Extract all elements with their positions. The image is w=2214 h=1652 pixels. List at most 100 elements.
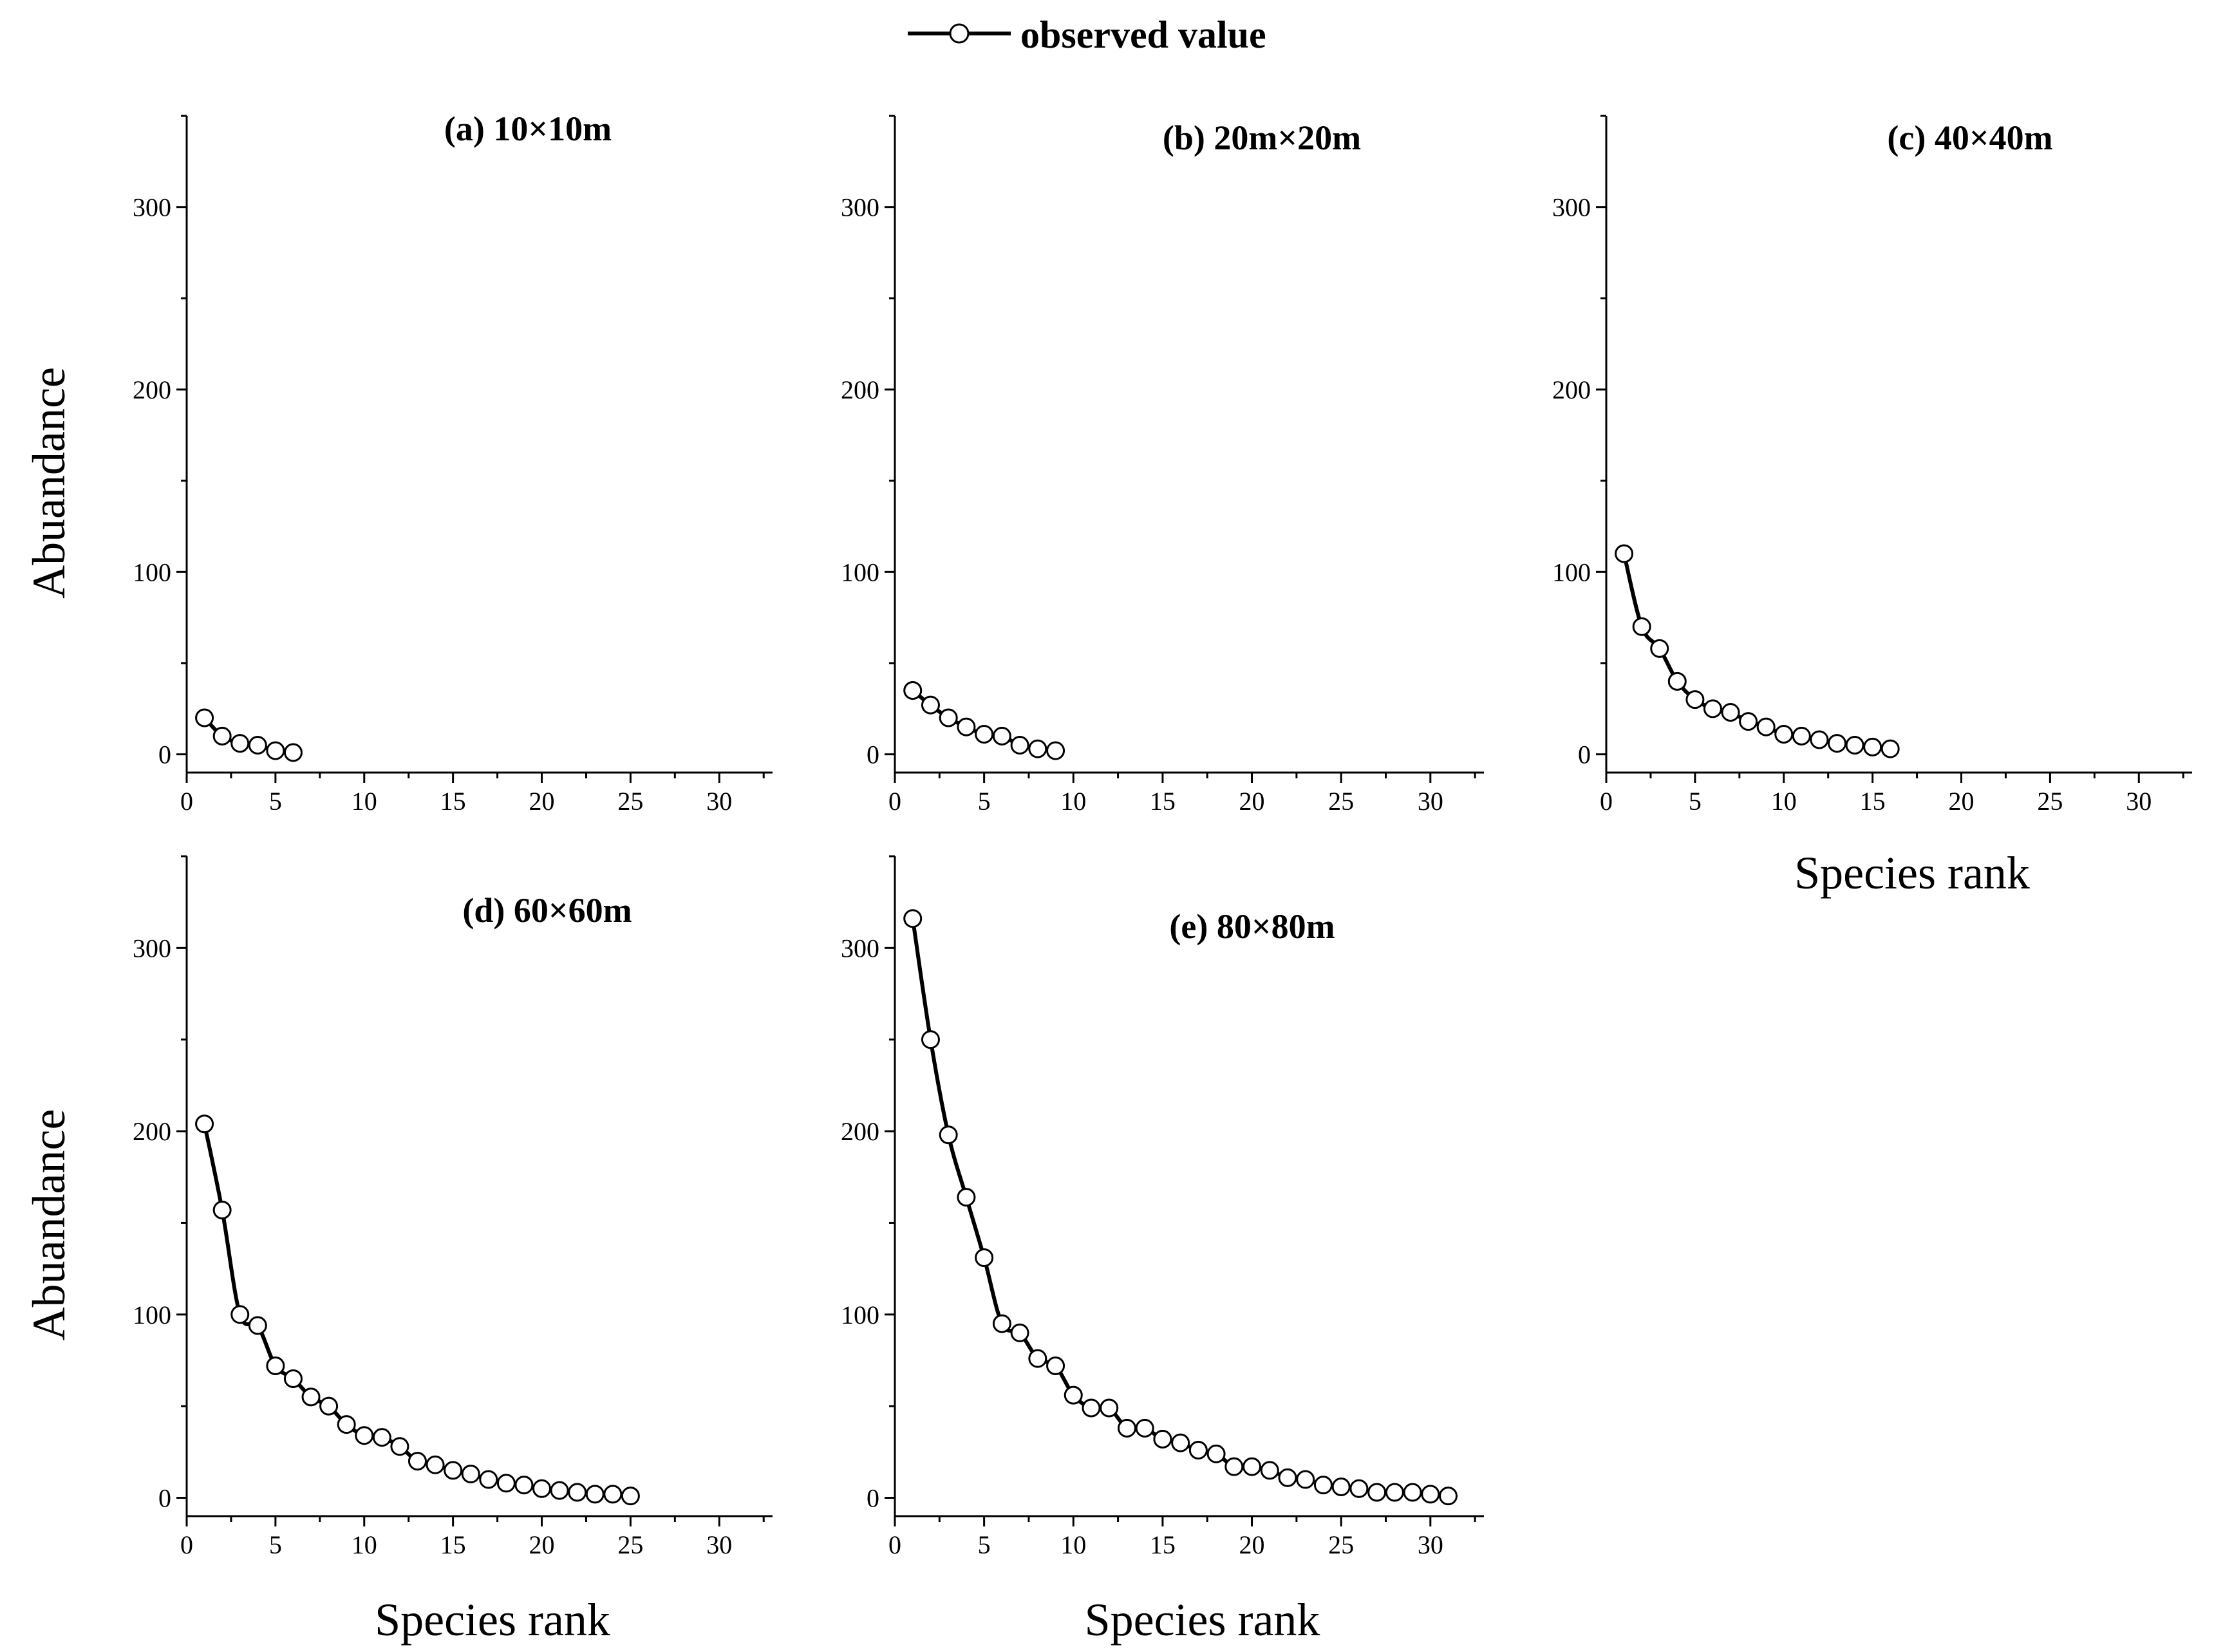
x-tick-label: 10 — [352, 1530, 377, 1559]
data-point — [1403, 1483, 1422, 1502]
panel-b: 0 100 200 300 0 5 10 15 20 25 30 (b) 20m×20m — [841, 115, 1484, 816]
data-point — [1827, 734, 1846, 753]
y-tick-label: 100 — [133, 1300, 171, 1329]
y-tick-label: 300 — [841, 934, 879, 962]
data-point — [1756, 717, 1776, 737]
data-point — [514, 1476, 534, 1495]
data-point — [1188, 1441, 1208, 1460]
data-point — [1010, 1323, 1029, 1342]
x-tick-label: 15 — [1150, 1530, 1176, 1559]
x-tick-label: 20 — [529, 787, 555, 816]
series-line — [202, 1123, 631, 1498]
legend-label: observed value — [1020, 14, 1266, 56]
x-tick-label: 0 — [180, 1530, 193, 1559]
data-point — [903, 909, 923, 928]
x-tick-label: 0 — [180, 787, 193, 816]
y-tick-label: 300 — [133, 934, 171, 962]
data-point — [1135, 1418, 1154, 1438]
data-point — [921, 695, 940, 715]
data-point — [1739, 712, 1758, 731]
data-point — [230, 734, 250, 753]
data-point — [461, 1465, 480, 1484]
data-point — [1721, 703, 1740, 722]
data-point — [957, 717, 976, 737]
x-tick-label: 25 — [617, 787, 643, 816]
x-tick-label: 15 — [1150, 787, 1176, 816]
data-point — [957, 1188, 976, 1207]
data-point — [266, 1356, 285, 1376]
data-point — [1028, 739, 1047, 758]
x-tick-label: 0 — [888, 787, 901, 816]
data-point — [921, 1030, 940, 1049]
data-point — [444, 1461, 463, 1480]
data-point — [1171, 1433, 1190, 1452]
panel-e: 0 100 200 300 0 5 10 15 20 25 30 (e) 80×80m Species … — [841, 855, 1484, 1646]
data-point — [283, 743, 303, 762]
data-point — [1278, 1468, 1297, 1487]
legend-marker-sample — [949, 23, 970, 44]
panel-title: (c) 40×40m — [1887, 118, 2052, 157]
data-point — [195, 1114, 214, 1134]
x-tick-label: 0 — [1600, 787, 1613, 816]
data-point — [195, 708, 214, 727]
y-tick-label: 300 — [133, 193, 171, 222]
panel-title: (b) 20m×20m — [1163, 118, 1361, 157]
data-point — [248, 1316, 267, 1335]
y-axis-label: Abuandance — [23, 1109, 75, 1341]
data-point — [1881, 739, 1900, 758]
x-tick-label: 5 — [978, 1530, 991, 1559]
data-point — [1296, 1470, 1315, 1489]
data-point — [390, 1437, 409, 1456]
y-tick-label: 100 — [1552, 558, 1591, 587]
x-tick-label: 20 — [1949, 787, 1975, 816]
x-tick-label: 5 — [1689, 787, 1702, 816]
data-point — [1774, 725, 1794, 744]
data-point — [283, 1369, 303, 1388]
x-tick-label: 30 — [2126, 787, 2152, 816]
x-tick-label: 10 — [1060, 1530, 1086, 1559]
x-tick-label: 30 — [1418, 1530, 1443, 1559]
panel-c: 0 100 200 300 0 5 10 15 20 25 30 (c) 40×40m Species … — [1552, 115, 2192, 899]
data-point — [248, 736, 267, 755]
x-tick-label: 25 — [617, 1530, 643, 1559]
data-point — [1367, 1483, 1387, 1502]
x-tick-label: 20 — [1239, 787, 1265, 816]
data-point — [550, 1481, 569, 1500]
data-point — [426, 1455, 445, 1474]
data-point — [230, 1305, 250, 1324]
data-point — [1313, 1476, 1333, 1495]
data-point — [266, 741, 285, 760]
data-point — [372, 1428, 391, 1447]
y-tick-label: 200 — [133, 1117, 171, 1146]
y-tick-label: 0 — [158, 1484, 171, 1513]
data-point — [1100, 1398, 1119, 1418]
data-point — [1349, 1479, 1369, 1498]
y-tick-label: 0 — [158, 740, 171, 769]
data-point — [337, 1415, 356, 1434]
legend: observed value — [908, 14, 1266, 56]
x-tick-label: 15 — [440, 1530, 466, 1559]
data-point — [568, 1483, 587, 1502]
y-tick-label: 200 — [133, 375, 171, 404]
data-point — [992, 1314, 1011, 1333]
y-tick-label: 200 — [1552, 375, 1591, 404]
data-point — [1117, 1418, 1136, 1438]
data-point — [1667, 671, 1687, 691]
data-point — [212, 726, 232, 746]
y-tick-label: 200 — [841, 1117, 879, 1146]
panel-d: 0 100 200 300 0 5 10 15 20 25 30 (d) 60×60m Abuandan… — [23, 855, 773, 1646]
x-axis-label: Species rank — [1085, 1594, 1320, 1646]
data-point — [939, 708, 958, 727]
data-point — [585, 1485, 605, 1504]
data-point — [1703, 699, 1722, 718]
data-point — [532, 1479, 552, 1498]
data-point — [301, 1387, 321, 1407]
x-tick-label: 25 — [1328, 1530, 1354, 1559]
data-point — [1243, 1457, 1262, 1476]
x-tick-label: 10 — [352, 787, 377, 816]
series-line — [910, 918, 1449, 1498]
x-tick-label: 15 — [1860, 787, 1886, 816]
panel-title: (d) 60×60m — [462, 891, 632, 930]
data-point — [1046, 741, 1065, 760]
x-tick-label: 10 — [1771, 787, 1797, 816]
